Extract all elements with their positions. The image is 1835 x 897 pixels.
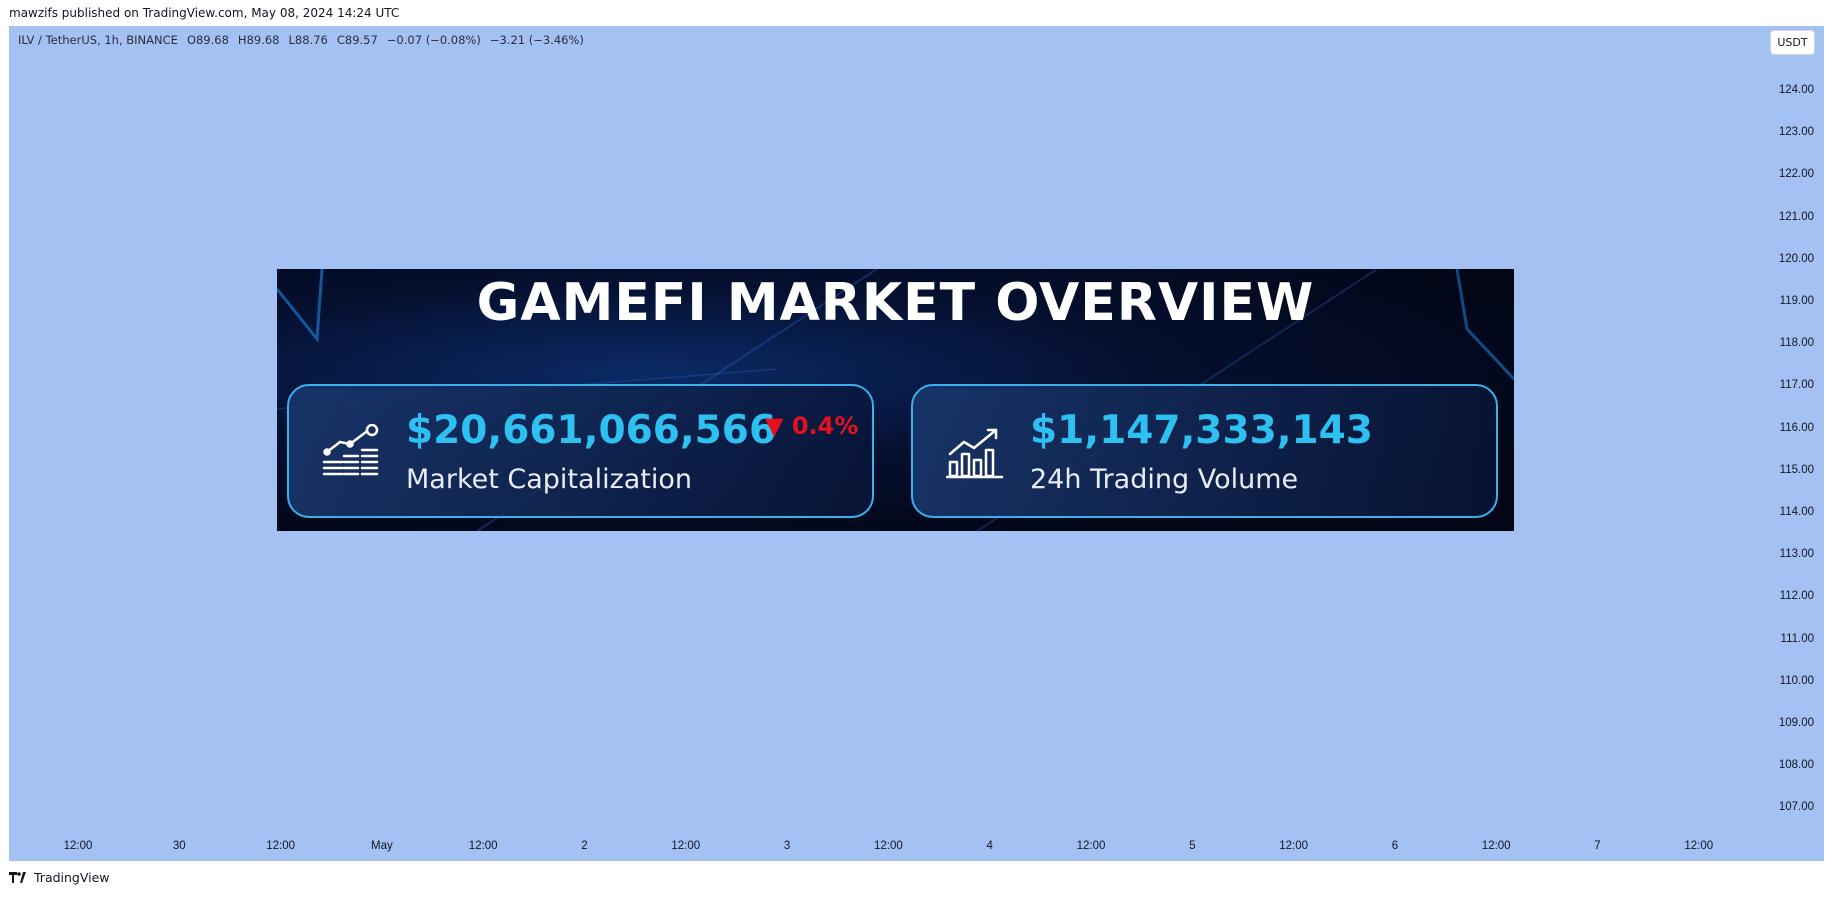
currency-button[interactable]: USDT [1770, 30, 1815, 55]
price-tick: 118.00 [1779, 337, 1814, 350]
price-tick: 110.00 [1779, 674, 1814, 687]
time-tick: 12:00 [671, 840, 701, 852]
price-tick: 123.00 [1778, 126, 1814, 139]
ohlc-change: −0.07 (−0.08%) [386, 33, 481, 47]
market-cap-change: ▼ 0.4% [765, 412, 859, 440]
banner-title: GAMEFI MARKET OVERVIEW [476, 273, 1315, 333]
time-tick: 4 [986, 840, 993, 852]
time-tick: 12:00 [874, 840, 903, 852]
symbol-legend[interactable]: ILV / TetherUS, 1h, BINANCE O89.68 H89.68 L… [18, 33, 593, 47]
time-tick: 5 [1189, 840, 1196, 852]
ohlc-high: H89.68 [237, 33, 280, 47]
market-cap-value: $20,661,066,566 [406, 408, 777, 453]
price-tick: 116.00 [1779, 421, 1814, 434]
time-tick: 12:00 [266, 840, 295, 852]
price-tick: 122.00 [1778, 168, 1814, 181]
footer-brand-label: TradingView [34, 870, 110, 885]
price-tick: 114.00 [1779, 506, 1814, 518]
price-tick: 112.00 [1779, 590, 1814, 603]
price-tick: 115.00 [1779, 463, 1814, 476]
time-tick: 12:00 [1684, 840, 1714, 852]
price-tick: 109.00 [1778, 717, 1814, 729]
gamefi-banner: GAMEFI MARKET OVERVIEW $20,661,066,566 M… [277, 269, 1514, 531]
symbol-name: ILV / TetherUS, 1h, BINANCE [18, 33, 178, 47]
price-tick: 124.00 [1778, 84, 1814, 96]
price-tick: 121.00 [1778, 210, 1814, 223]
price-tick: 111.00 [1780, 632, 1814, 645]
ohlc-open: O89.68 [186, 33, 229, 47]
time-tick: 12:00 [1481, 840, 1511, 852]
market-cap-card: $20,661,066,566 Market Capitalization ▼ … [287, 384, 874, 518]
price-tick: 119.00 [1779, 295, 1814, 307]
time-tick: 7 [1594, 840, 1601, 852]
trading-volume-chart-icon [946, 428, 1004, 479]
tradingview-logo-icon [9, 872, 26, 883]
price-tick: 108.00 [1778, 759, 1814, 772]
publisher-line: mawzifs published on TradingView.com, Ma… [9, 6, 400, 20]
time-tick: 30 [172, 840, 186, 852]
time-tick: 12:00 [63, 840, 93, 852]
market-cap-label: Market Capitalization [406, 464, 693, 495]
time-tick: May [371, 840, 393, 852]
price-tick: 107.00 [1778, 801, 1814, 814]
footer-brand[interactable]: TradingView [9, 870, 110, 885]
time-tick: 6 [1391, 840, 1399, 852]
time-tick: 12:00 [468, 840, 498, 852]
trading-volume-label: 24h Trading Volume [1030, 464, 1299, 495]
market-cap-chart-icon [322, 424, 379, 476]
trading-volume-value: $1,147,333,143 [1030, 408, 1373, 453]
time-tick: 2 [581, 840, 588, 852]
ohlc-low: L88.76 [288, 33, 328, 47]
time-tick: 3 [783, 840, 791, 852]
time-tick: 12:00 [1279, 840, 1308, 852]
price-tick: 113.00 [1779, 548, 1814, 561]
price-tick: 117.00 [1779, 379, 1814, 392]
time-tick: 12:00 [1076, 840, 1106, 852]
trading-volume-card: $1,147,333,143 24h Trading Volume [911, 384, 1498, 518]
price-tick: 120.00 [1778, 252, 1814, 265]
ohlc-change-total: −3.21 (−3.46%) [489, 33, 584, 47]
chart-area[interactable]: ILV / TetherUS, 1h, BINANCE O89.68 H89.68 L… [9, 26, 1824, 861]
ohlc-close: C89.57 [336, 33, 378, 47]
